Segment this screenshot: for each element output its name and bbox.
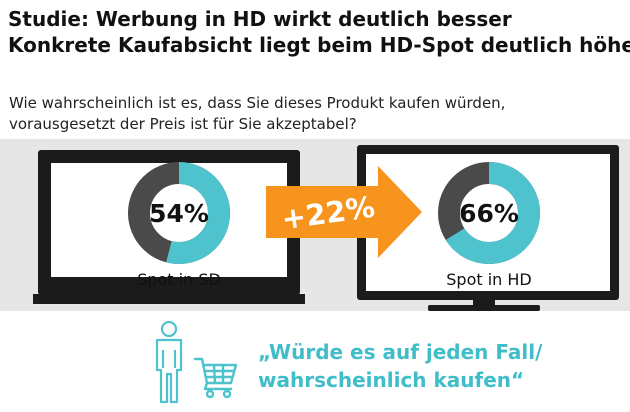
- arrow-shape: [266, 166, 422, 258]
- answer-line-1: „Würde es auf jeden Fall/: [258, 340, 543, 364]
- question-line-1: Wie wahrscheinlich ist es, dass Sie dies…: [9, 94, 506, 112]
- hd-tv-stand-foot: [428, 305, 540, 311]
- title-line-1: Studie: Werbung in HD wirkt deutlich bes…: [8, 7, 512, 31]
- donut-chart-sd: 54%: [128, 162, 230, 264]
- increase-arrow-icon: +22%: [266, 166, 422, 258]
- donut-value-arc-1: [438, 162, 540, 264]
- series-label-sd: Spot in SD: [137, 270, 221, 289]
- title-line-2: Konkrete Kaufabsicht liegt beim HD-Spot …: [8, 33, 630, 57]
- sd-tv-base: [33, 294, 305, 304]
- hd-tv-stand-neck: [473, 300, 495, 306]
- donut-value-arc-0: [128, 162, 230, 264]
- answer-label: „Würde es auf jeden Fall/ wahrscheinlich…: [258, 338, 542, 394]
- page-title: Studie: Werbung in HD wirkt deutlich bes…: [8, 6, 630, 58]
- question-line-2: vorausgesetzt der Preis ist für Sie akze…: [9, 115, 357, 133]
- person-icon: [155, 320, 183, 404]
- donut-chart-hd: 66%: [438, 162, 540, 264]
- donut-value-label-0: 54%: [149, 199, 209, 228]
- answer-line-2: wahrscheinlich kaufen“: [258, 368, 525, 392]
- donut-value-label-1: 66%: [459, 199, 519, 228]
- shopping-cart-icon: [193, 357, 238, 399]
- series-label-hd: Spot in HD: [446, 270, 532, 289]
- survey-question: Wie wahrscheinlich ist es, dass Sie dies…: [9, 93, 505, 135]
